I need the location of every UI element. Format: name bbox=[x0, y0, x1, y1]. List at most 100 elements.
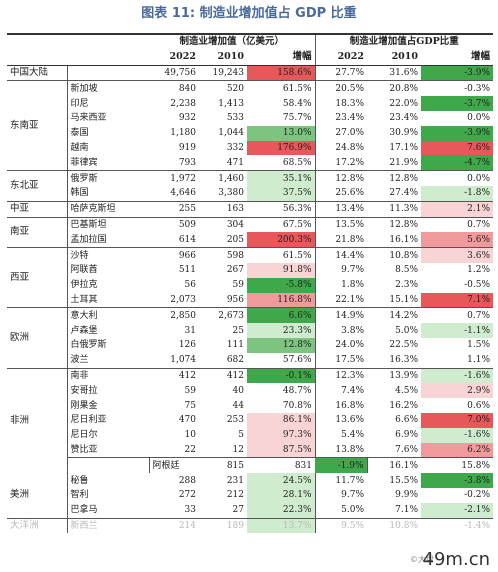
gdp-share-2022: 3.8% bbox=[314, 323, 368, 338]
gdp-share-2022: 16.1% bbox=[366, 457, 422, 474]
mfg-value-2022: 59 bbox=[184, 385, 196, 396]
gdp-share-2010: 27.4% bbox=[389, 188, 419, 199]
gdp-share-2022: 9.7% bbox=[314, 262, 368, 278]
table-row: 韩国 4,646 3,380 37.5% 25.6% 27.4% -1.8% bbox=[7, 185, 494, 202]
country-label: 泰国 bbox=[70, 128, 89, 139]
country-label: 尼日利亚 bbox=[70, 415, 107, 426]
gdp-share-2022: 14.4% bbox=[314, 247, 368, 263]
header-b-change: 增幅 bbox=[421, 49, 494, 66]
country-label: 秘鲁 bbox=[70, 475, 89, 486]
mfg-growth: 200.3% bbox=[247, 232, 316, 248]
gdp-share-2010: 16.2% bbox=[389, 400, 419, 411]
gdp-share-2010: 15.5% bbox=[389, 475, 419, 486]
country-label: 俄罗斯 bbox=[67, 170, 149, 186]
gdp-share-change: 0.0% bbox=[467, 113, 491, 124]
gdp-share-2022: 5.0% bbox=[314, 502, 368, 518]
gdp-share-2022: 20.5% bbox=[314, 80, 368, 97]
country-label: 越南 bbox=[70, 142, 89, 153]
mfg-value-2010: 59 bbox=[232, 280, 244, 291]
gdp-share-2022: 14.9% bbox=[314, 307, 368, 324]
gdp-share-2010: 15.1% bbox=[389, 294, 419, 305]
gdp-share-2010: 8.5% bbox=[395, 265, 419, 276]
gdp-share-2010: 13.9% bbox=[367, 367, 422, 384]
mfg-value-2010: 1,044 bbox=[218, 128, 244, 139]
country-label: 赞比亚 bbox=[70, 444, 98, 455]
country-label: 伊拉克 bbox=[70, 280, 98, 291]
header-group-b: 制造业增加值占GDP比重 bbox=[314, 33, 494, 50]
mfg-growth: 75.7% bbox=[282, 113, 312, 124]
mfg-value-2010: 40 bbox=[232, 385, 244, 396]
country-label bbox=[67, 64, 149, 81]
country-label: 刚果金 bbox=[70, 400, 98, 411]
gdp-share-2022: 27.7% bbox=[314, 64, 368, 81]
country-label: 土耳其 bbox=[70, 294, 98, 305]
gdp-share-2022: 5.4% bbox=[314, 427, 368, 443]
table-row: 越南 919 332 176.9% 24.8% 17.1% 7.6% bbox=[7, 140, 494, 156]
mfg-growth: 22.3% bbox=[247, 502, 316, 518]
header-blank bbox=[67, 49, 149, 66]
watermark: 49m.cn bbox=[422, 549, 490, 570]
mfg-value-2010: 332 bbox=[226, 142, 244, 153]
gdp-share-2010: 20.8% bbox=[367, 80, 422, 97]
country-label: 孟加拉国 bbox=[70, 234, 107, 245]
region-label: 美洲 bbox=[7, 473, 68, 518]
mfg-value-2022: 2,850 bbox=[149, 307, 199, 324]
gdp-share-2022: 24.8% bbox=[314, 140, 368, 156]
table-row: 孟加拉国 614 205 200.3% 21.8% 16.1% 5.6% bbox=[7, 232, 494, 248]
mfg-value-2022: 614 bbox=[178, 234, 196, 245]
region-label: 东北亚 bbox=[7, 170, 68, 202]
table-row: 赞比亚 22 12 87.5% 13.8% 7.6% 6.2% bbox=[7, 442, 494, 458]
mfg-value-2010: 520 bbox=[199, 80, 247, 97]
mfg-value-2010: 598 bbox=[199, 247, 247, 263]
table-row: 波兰 1,074 682 57.6% 17.5% 16.3% 1.1% bbox=[7, 352, 493, 369]
gdp-share-change: 2.9% bbox=[421, 383, 494, 399]
mfg-value-2022: 1,074 bbox=[170, 355, 196, 366]
gdp-share-2010: 16.3% bbox=[389, 355, 419, 366]
mfg-value-2010: 471 bbox=[226, 157, 244, 168]
table-row: 东南亚 新加坡 840 520 61.5% 20.5% 20.8% -0.3% bbox=[7, 80, 494, 171]
mfg-growth: 56.3% bbox=[247, 200, 316, 218]
gdp-share-2022: 12.8% bbox=[314, 170, 368, 186]
header-a-2010: 2010 bbox=[199, 49, 247, 66]
mfg-growth: 24.5% bbox=[247, 473, 316, 488]
mfg-growth: 58.4% bbox=[282, 98, 312, 109]
table-row: 尼日尔 10 5 97.3% 5.4% 6.9% -1.6% bbox=[7, 427, 494, 443]
gdp-share-2022: 9.5% bbox=[314, 517, 368, 534]
gdp-share-2010: 4.5% bbox=[395, 385, 419, 396]
gdp-share-2022: 21.8% bbox=[314, 232, 368, 248]
mfg-value-2022: 272 bbox=[178, 490, 196, 501]
gdp-share-change: 1.2% bbox=[467, 265, 491, 276]
header-blank bbox=[67, 33, 149, 50]
gdp-share-2010: 23.4% bbox=[389, 113, 419, 124]
region-label: 中国大陆 bbox=[7, 64, 68, 81]
country-label: 尼日尔 bbox=[70, 430, 98, 441]
mfg-value-2022: 509 bbox=[149, 216, 199, 233]
mfg-value-2022: 815 bbox=[199, 457, 247, 474]
country-label: 沙特 bbox=[67, 247, 149, 263]
mfg-growth: 35.1% bbox=[247, 170, 316, 186]
gdp-share-2022: 13.6% bbox=[314, 412, 368, 428]
gdp-share-change: -2.1% bbox=[421, 502, 494, 518]
mfg-growth: 13.7% bbox=[247, 517, 316, 534]
gdp-share-change: -1.1% bbox=[421, 323, 494, 338]
table-row: 中亚 哈萨克斯坦 255 163 56.3% 13.4% 11.3% 2.1% bbox=[7, 200, 494, 218]
mfg-growth: 87.5% bbox=[247, 442, 316, 458]
country-label: 卢森堡 bbox=[70, 325, 98, 336]
gdp-share-2022: 17.5% bbox=[314, 352, 368, 369]
gdp-share-2022: 23.4% bbox=[314, 110, 368, 126]
mfg-value-2010: 831 bbox=[247, 457, 316, 474]
mfg-value-2010: 267 bbox=[226, 265, 244, 276]
table-row: 欧洲 意大利 2,850 2,673 6.6% 14.9% 14.2% 0.7% bbox=[7, 307, 494, 369]
gdp-share-2022: 1.8% bbox=[314, 277, 368, 293]
mfg-growth: 23.3% bbox=[247, 323, 316, 338]
table-row: 伊拉克 56 59 -5.8% 1.8% 2.3% -0.5% bbox=[7, 277, 493, 293]
mfg-value-2010: 533 bbox=[226, 113, 244, 124]
gdp-share-change: 7.0% bbox=[421, 412, 494, 428]
gdp-share-change: 0.6% bbox=[467, 400, 491, 411]
mfg-growth: 48.7% bbox=[282, 385, 312, 396]
mfg-value-2010: 253 bbox=[226, 415, 244, 426]
gdp-share-2010: 7.6% bbox=[395, 444, 419, 455]
country-label: 阿根廷 bbox=[149, 457, 199, 474]
gdp-share-change: 0.7% bbox=[421, 216, 494, 233]
